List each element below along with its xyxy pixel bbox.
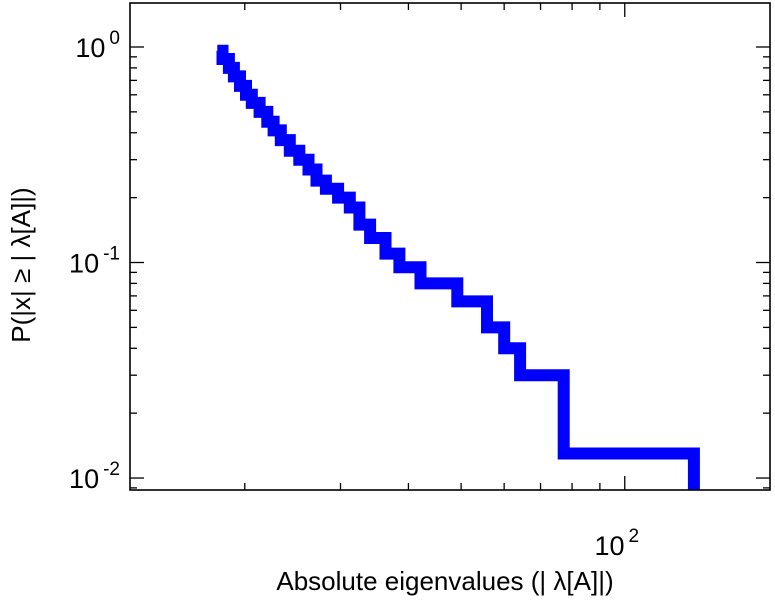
x-tick-label: 10 2	[594, 526, 639, 561]
tick-labels: 10 0 10 -1 10 -2 10 2	[69, 28, 639, 561]
y-tick-label: 10 0	[75, 28, 120, 63]
y-tick-label: 10 -1	[69, 244, 120, 279]
axis-ticks	[130, 3, 770, 490]
y-tick-label: 10 -2	[69, 459, 120, 494]
y-axis-label: P(|x| ≥ | λ[A]|)	[6, 187, 36, 342]
ccdf-series-line	[216, 44, 700, 490]
plot-frame	[129, 2, 771, 491]
x-axis-label: Absolute eigenvalues (| λ[A]|)	[276, 566, 613, 596]
